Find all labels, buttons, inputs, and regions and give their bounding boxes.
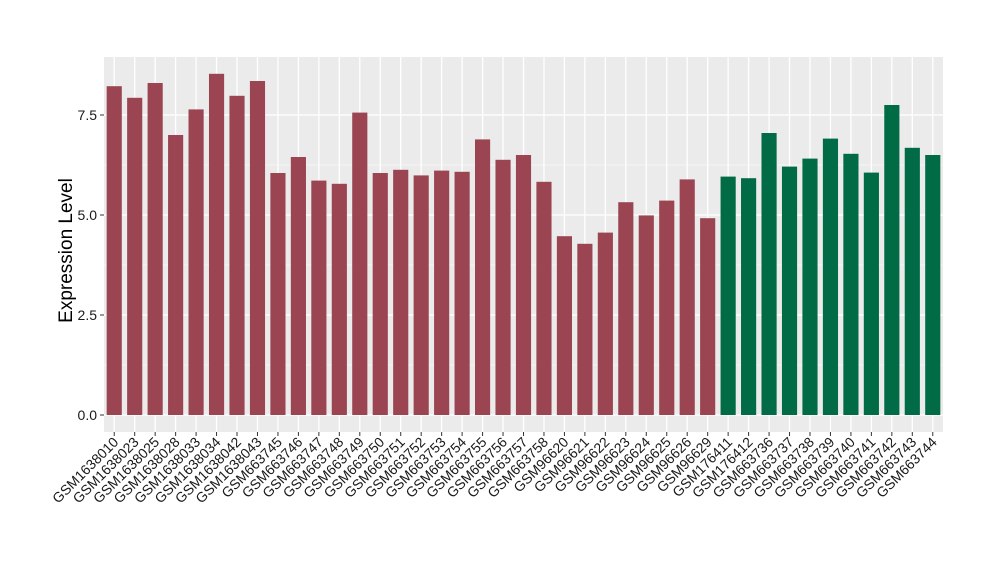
- bar-gsm663746: [290, 157, 306, 415]
- bar-gsm1638042: [229, 95, 245, 416]
- bar-gsm96629: [700, 218, 716, 415]
- bar-gsm96621: [577, 243, 593, 415]
- bar-gsm663740: [843, 153, 859, 416]
- bar-gsm663748: [331, 183, 347, 415]
- bar-gsm663745: [270, 173, 286, 415]
- bar-gsm96620: [556, 236, 572, 415]
- bar-gsm663754: [454, 171, 470, 415]
- bar-gsm1638028: [168, 135, 184, 415]
- bar-gsm1638034: [208, 73, 225, 416]
- bar-gsm663737: [781, 166, 798, 415]
- bar-gsm96626: [679, 179, 695, 415]
- bar-gsm663752: [413, 175, 429, 415]
- bar-gsm663749: [352, 112, 368, 415]
- y-tick-label: 5.0: [78, 207, 98, 223]
- y-axis-title: Expression Level: [56, 178, 77, 323]
- y-tick-label: 2.5: [78, 307, 98, 323]
- bar-gsm96622: [597, 232, 613, 415]
- bar-gsm663741: [863, 172, 879, 415]
- bar-gsm663738: [802, 158, 818, 415]
- bar-gsm176412: [741, 178, 757, 415]
- bar-gsm663744: [925, 155, 941, 415]
- bar-gsm1638043: [249, 81, 266, 415]
- bar-gsm96624: [638, 215, 654, 415]
- x-axis: GSM1638010GSM1638023GSM1638025GSM1638028…: [49, 432, 940, 506]
- bar-gsm96623: [618, 202, 634, 415]
- bar-gsm1638033: [188, 109, 204, 416]
- bar-gsm176411: [720, 176, 736, 415]
- bar-gsm663736: [761, 133, 777, 415]
- bar-gsm663757: [515, 155, 532, 415]
- bar-gsm663742: [884, 105, 900, 415]
- bar-gsm663747: [311, 180, 327, 415]
- bar-gsm1638023: [127, 97, 143, 416]
- bars: [106, 73, 941, 416]
- bar-gsm663743: [904, 147, 920, 416]
- y-tick-label: 0.0: [78, 407, 98, 423]
- bar-gsm663755: [475, 139, 491, 415]
- bar-gsm1638010: [106, 86, 122, 415]
- bar-gsm663751: [393, 169, 409, 415]
- bar-gsm1638025: [147, 83, 163, 415]
- y-axis: 0.0 2.5 5.0 7.5: [78, 107, 104, 423]
- bar-gsm663756: [495, 159, 511, 415]
- bar-gsm663758: [536, 181, 552, 415]
- bar-gsm96625: [659, 200, 675, 415]
- bar-gsm663750: [372, 173, 388, 415]
- bar-gsm663739: [822, 138, 839, 415]
- y-tick-label: 7.5: [78, 107, 98, 123]
- bar-gsm663753: [434, 170, 450, 415]
